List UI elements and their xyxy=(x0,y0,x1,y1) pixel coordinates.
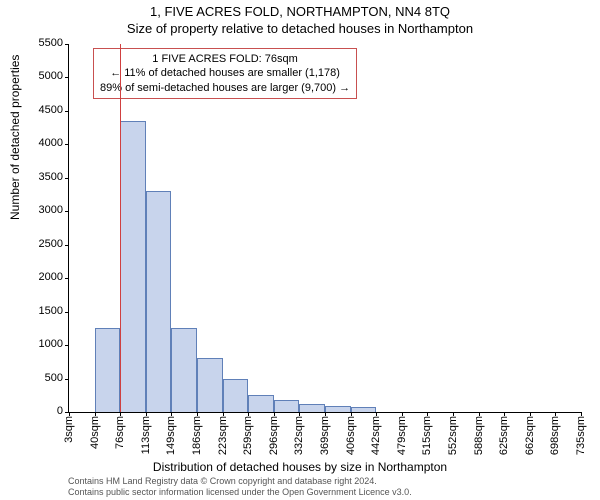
chart-container: 1, FIVE ACRES FOLD, NORTHAMPTON, NN4 8TQ… xyxy=(0,0,600,500)
y-tick-label: 4000 xyxy=(29,137,63,149)
y-tick-label: 2000 xyxy=(29,271,63,283)
y-tick-label: 5500 xyxy=(29,37,63,49)
marker-line xyxy=(120,44,121,412)
x-tick-label: 40sqm xyxy=(89,416,101,449)
histogram-bar xyxy=(197,358,223,412)
y-tick-label: 500 xyxy=(29,372,63,384)
x-axis-label: Distribution of detached houses by size … xyxy=(0,460,600,474)
x-tick-label: 698sqm xyxy=(549,416,561,455)
callout-line-1: 1 FIVE ACRES FOLD: 76sqm xyxy=(100,52,350,66)
x-tick-label: 479sqm xyxy=(396,416,408,455)
x-tick-label: 735sqm xyxy=(575,416,587,455)
x-tick-label: 76sqm xyxy=(114,416,126,449)
histogram-bar xyxy=(325,406,351,412)
x-tick-label: 369sqm xyxy=(319,416,331,455)
footer-line-1: Contains HM Land Registry data © Crown c… xyxy=(68,476,412,487)
histogram-bar xyxy=(146,191,172,412)
x-tick-label: 588sqm xyxy=(473,416,485,455)
histogram-bar xyxy=(223,379,249,412)
histogram-bar xyxy=(95,328,121,412)
histogram-bar xyxy=(120,121,146,412)
x-tick-label: 442sqm xyxy=(370,416,382,455)
x-tick-label: 552sqm xyxy=(447,416,459,455)
plot-area: 1 FIVE ACRES FOLD: 76sqm ← 11% of detach… xyxy=(68,44,581,413)
title-line-2: Size of property relative to detached ho… xyxy=(0,19,600,36)
x-tick-label: 662sqm xyxy=(524,416,536,455)
x-tick-label: 625sqm xyxy=(498,416,510,455)
callout-box: 1 FIVE ACRES FOLD: 76sqm ← 11% of detach… xyxy=(93,48,357,99)
histogram-bar xyxy=(351,407,377,412)
footer: Contains HM Land Registry data © Crown c… xyxy=(68,476,412,498)
histogram-bar xyxy=(274,400,300,412)
x-tick-label: 406sqm xyxy=(345,416,357,455)
x-tick-label: 223sqm xyxy=(217,416,229,455)
x-tick-label: 149sqm xyxy=(165,416,177,455)
y-axis-label: Number of detached properties xyxy=(8,55,22,220)
callout-line-2: ← 11% of detached houses are smaller (1,… xyxy=(100,66,350,80)
callout-line-3: 89% of semi-detached houses are larger (… xyxy=(100,81,350,95)
x-tick-label: 259sqm xyxy=(242,416,254,455)
title-line-1: 1, FIVE ACRES FOLD, NORTHAMPTON, NN4 8TQ xyxy=(0,0,600,19)
x-tick-label: 332sqm xyxy=(293,416,305,455)
x-tick-label: 113sqm xyxy=(140,416,152,454)
x-tick-label: 515sqm xyxy=(421,416,433,455)
footer-line-2: Contains public sector information licen… xyxy=(68,487,412,498)
x-tick-label: 296sqm xyxy=(268,416,280,455)
y-tick-label: 3500 xyxy=(29,171,63,183)
y-tick-label: 3000 xyxy=(29,204,63,216)
histogram-bar xyxy=(299,404,325,412)
x-tick-label: 3sqm xyxy=(63,416,75,443)
y-tick-label: 1500 xyxy=(29,305,63,317)
histogram-bar xyxy=(171,328,197,412)
y-tick-label: 0 xyxy=(29,405,63,417)
y-tick-label: 5000 xyxy=(29,70,63,82)
histogram-bar xyxy=(248,395,274,412)
x-tick-label: 186sqm xyxy=(191,416,203,455)
y-tick-label: 1000 xyxy=(29,338,63,350)
y-tick-label: 4500 xyxy=(29,104,63,116)
y-tick-label: 2500 xyxy=(29,238,63,250)
